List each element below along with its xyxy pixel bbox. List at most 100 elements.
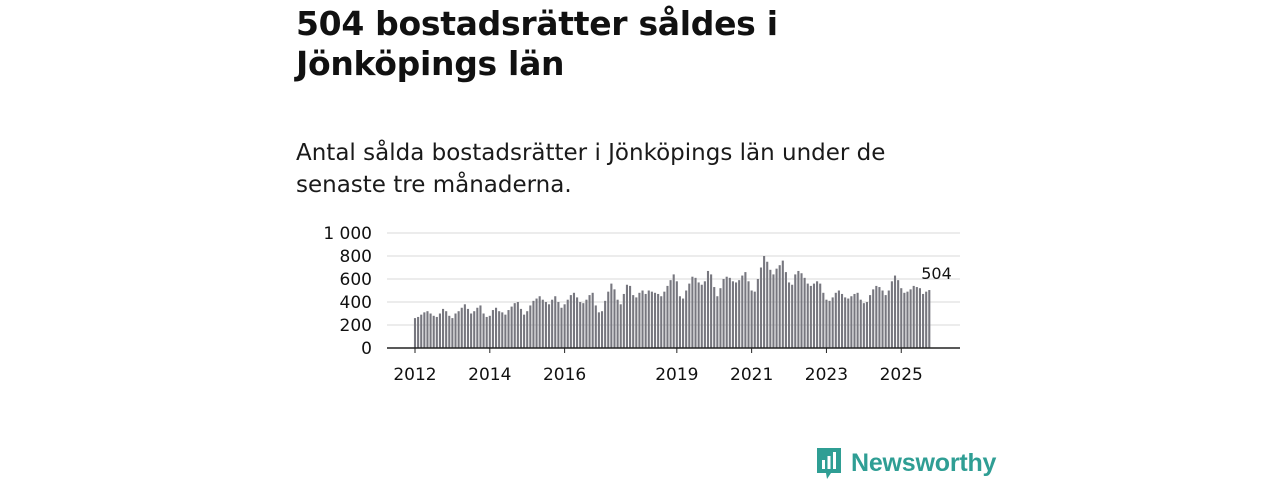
y-tick-label: 600 <box>340 270 372 290</box>
bar <box>663 291 666 348</box>
bar <box>557 302 560 348</box>
bar <box>878 287 881 348</box>
bar <box>890 281 893 348</box>
bar <box>928 290 931 348</box>
bar <box>703 281 706 348</box>
bar <box>650 291 653 348</box>
newsworthy-logo[interactable]: Newsworthy <box>815 446 996 480</box>
bar <box>526 311 529 348</box>
bar <box>862 303 865 348</box>
bar <box>750 290 753 348</box>
bar <box>485 316 488 348</box>
bar <box>865 302 869 348</box>
bar <box>438 313 441 348</box>
x-tick-label: 2021 <box>730 365 773 385</box>
bar <box>903 292 906 348</box>
bar <box>538 296 541 348</box>
bar <box>585 299 588 348</box>
bar <box>423 312 426 348</box>
bar <box>906 291 909 348</box>
y-tick-label: 200 <box>340 316 372 336</box>
bar <box>616 299 619 348</box>
bar <box>535 298 538 348</box>
bar <box>507 310 510 348</box>
bar <box>669 280 672 348</box>
bar <box>417 316 420 348</box>
bar <box>479 305 482 348</box>
bar <box>778 265 781 348</box>
bar <box>566 299 569 348</box>
bar <box>591 292 594 348</box>
bar <box>763 256 766 348</box>
bar <box>759 267 763 348</box>
bar <box>875 285 878 348</box>
chart-subtitle: Antal sålda bostadsrätter i Jönköpings l… <box>296 140 886 198</box>
newsworthy-logo-icon <box>817 448 841 479</box>
bar <box>691 276 694 348</box>
bar <box>828 300 831 348</box>
bar <box>413 318 417 348</box>
chart-title: 504 bostadsrätter såldes i Jönköpings lä… <box>296 4 778 83</box>
bar <box>675 281 678 348</box>
bar <box>657 293 660 348</box>
y-tick-label: 0 <box>361 339 372 359</box>
bar <box>647 290 650 348</box>
bar <box>688 283 691 348</box>
bar <box>881 290 884 348</box>
y-tick-label: 400 <box>340 293 372 313</box>
bar <box>638 292 641 348</box>
bar <box>859 299 862 348</box>
bar <box>900 288 903 348</box>
bar <box>519 308 523 348</box>
bar <box>451 318 454 348</box>
bar <box>579 302 582 348</box>
bar <box>816 281 819 348</box>
bar <box>794 274 797 348</box>
bar <box>607 291 610 348</box>
bar <box>569 295 572 348</box>
bar <box>554 296 557 348</box>
bar <box>600 311 604 348</box>
bar <box>812 283 816 348</box>
bar <box>644 293 647 348</box>
x-tick-label: 2014 <box>468 365 511 385</box>
bar <box>473 311 476 348</box>
bar <box>847 298 850 348</box>
bar <box>856 292 859 348</box>
bar <box>719 288 722 348</box>
bar <box>710 274 713 348</box>
bar <box>466 308 470 348</box>
bar <box>426 311 429 348</box>
bar <box>694 277 697 348</box>
bar-series <box>413 256 931 348</box>
bar <box>766 261 769 348</box>
x-tick-label: 2025 <box>880 365 923 385</box>
bar <box>622 293 625 348</box>
bar <box>697 282 700 348</box>
bar <box>619 304 622 348</box>
bar <box>800 273 803 348</box>
bar <box>825 299 828 348</box>
y-tick-label: 800 <box>340 247 372 267</box>
bar <box>576 297 579 348</box>
bar <box>457 311 460 348</box>
bar <box>604 300 607 348</box>
bar <box>470 313 473 348</box>
bar <box>560 307 563 348</box>
y-tick-label: 1 000 <box>323 224 372 244</box>
bar <box>806 283 809 348</box>
bar <box>831 297 834 348</box>
bar <box>660 296 663 348</box>
bar <box>918 288 921 348</box>
bar <box>884 295 887 348</box>
bar <box>744 272 747 348</box>
bar <box>420 314 423 348</box>
bar <box>850 296 853 348</box>
bar <box>741 275 744 348</box>
bar <box>572 292 576 348</box>
bar <box>869 295 872 348</box>
bar <box>897 280 900 348</box>
bar <box>653 292 657 348</box>
bar <box>925 291 928 348</box>
